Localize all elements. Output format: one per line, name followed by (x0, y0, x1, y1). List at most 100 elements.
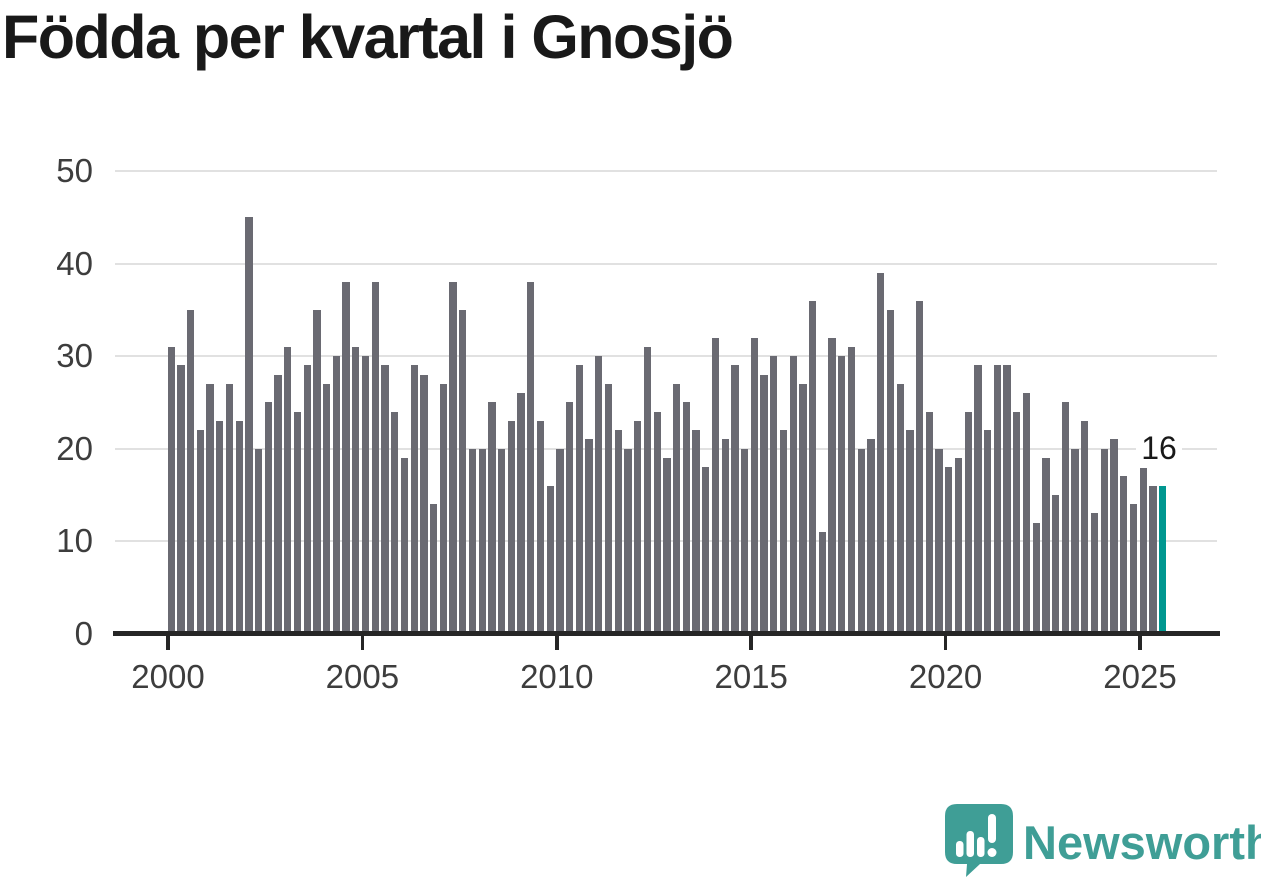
bar (468, 448, 477, 634)
bar (964, 411, 972, 634)
bar (974, 365, 982, 634)
bar (235, 420, 243, 634)
bar (245, 217, 253, 634)
newsworthy-logo: Newsworthy (935, 800, 1262, 878)
bar (556, 448, 564, 634)
bar (624, 448, 632, 634)
y-tick-label-50: 50 (56, 152, 93, 189)
bar (896, 383, 904, 634)
bar (1149, 485, 1157, 634)
bar (595, 356, 603, 634)
bar (264, 402, 272, 634)
bar (507, 420, 515, 634)
bar (672, 383, 681, 634)
bar (517, 393, 525, 634)
bar (1110, 439, 1118, 634)
bar (1022, 393, 1031, 634)
bar (342, 282, 350, 634)
bar (293, 411, 302, 634)
bar (1090, 513, 1099, 634)
bar (206, 383, 214, 634)
bar (867, 439, 875, 634)
bar (254, 448, 263, 634)
bar (750, 337, 758, 634)
bar (925, 411, 933, 634)
bar (634, 420, 642, 634)
bar (915, 300, 924, 634)
bar (1013, 411, 1021, 634)
bar (546, 485, 554, 634)
bar (439, 383, 447, 634)
y-tick-label-0: 0 (74, 614, 93, 652)
bar (740, 448, 749, 634)
y-tick-label-10: 10 (56, 522, 93, 559)
bar (459, 309, 467, 634)
bar (497, 448, 506, 634)
bar (828, 337, 836, 634)
bar (177, 365, 185, 634)
bar (886, 309, 895, 634)
bar (1061, 402, 1070, 634)
bar (303, 365, 311, 634)
bar (1120, 476, 1128, 634)
gridline-y30 (115, 355, 1217, 357)
bar (566, 402, 574, 634)
bar (760, 374, 768, 634)
bar (167, 346, 175, 634)
bar (478, 448, 486, 634)
bar (1042, 457, 1050, 634)
bar (702, 467, 710, 634)
bar (332, 356, 341, 634)
bar (877, 272, 885, 634)
bar (770, 356, 778, 634)
newsworthy-logo-text: Newsworthy (1023, 816, 1261, 869)
bar (983, 430, 992, 634)
bar (1071, 448, 1079, 634)
x-tick-2005 (360, 636, 365, 650)
bar (604, 383, 613, 634)
bar (216, 420, 224, 634)
x-tick-label-2015: 2015 (714, 658, 788, 695)
bar (711, 337, 720, 634)
bar (1139, 467, 1147, 634)
chart-title: Födda per kvartal i Gnosjö (2, 3, 734, 71)
bar (1003, 365, 1011, 634)
bar (906, 430, 914, 634)
bar (536, 420, 545, 634)
bar (614, 430, 622, 634)
bar (420, 374, 428, 634)
bar (731, 365, 739, 634)
bar (225, 383, 234, 634)
bar (663, 457, 671, 634)
gridline-y20 (115, 447, 1217, 450)
bar (575, 365, 584, 634)
bar (643, 346, 652, 634)
x-tick-label-2010: 2010 (520, 658, 594, 695)
x-tick-2010 (555, 636, 559, 650)
bar (721, 439, 729, 634)
bar (371, 282, 379, 634)
bar (818, 531, 827, 634)
bar (935, 448, 943, 634)
bar (838, 356, 846, 634)
bar (692, 430, 700, 634)
bar (585, 439, 593, 634)
bar (682, 402, 690, 634)
x-tick-label-2005: 2005 (325, 658, 400, 695)
bar (857, 448, 865, 634)
bar (799, 383, 807, 634)
bar (945, 467, 953, 634)
bar (789, 356, 797, 634)
gridline-y40 (115, 262, 1217, 265)
bar (954, 457, 963, 634)
bar (653, 411, 661, 634)
x-tick-label-2020: 2020 (908, 658, 983, 695)
y-tick-label-30: 30 (56, 337, 93, 374)
bar (186, 309, 195, 634)
bar (323, 383, 331, 634)
bar (847, 346, 856, 634)
y-tick-label-40: 40 (56, 244, 93, 282)
x-tick-2015 (749, 636, 753, 650)
